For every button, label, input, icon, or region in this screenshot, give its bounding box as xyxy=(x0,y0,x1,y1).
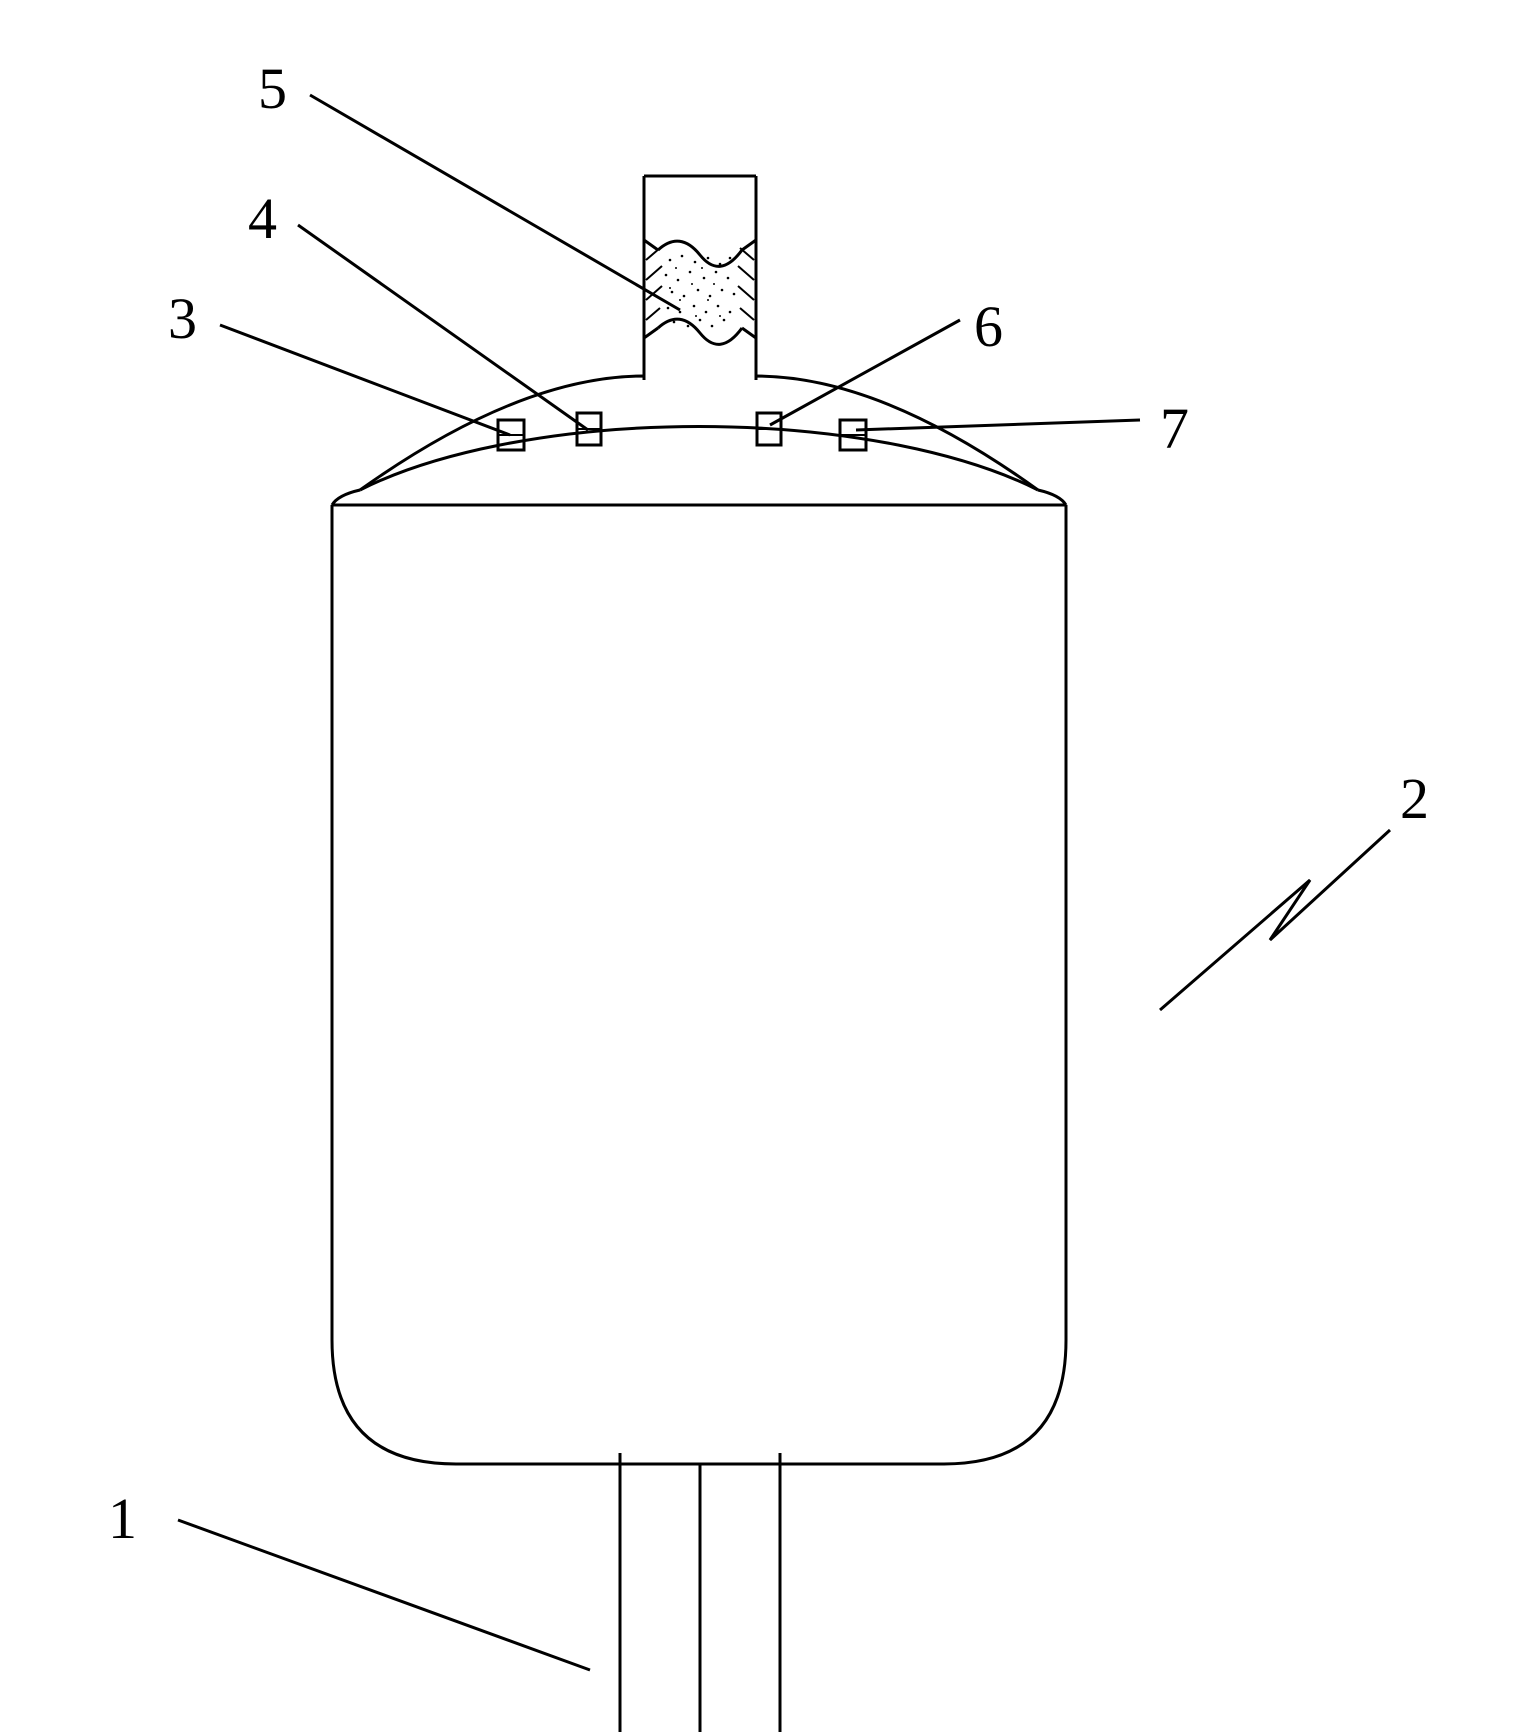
technical-diagram: 1 2 3 4 5 6 7 xyxy=(0,0,1532,1732)
outlet-pipe xyxy=(620,1453,780,1732)
label-2: 2 xyxy=(1400,770,1429,828)
label-5: 5 xyxy=(258,60,287,118)
label-3: 3 xyxy=(168,290,197,348)
label-4: 4 xyxy=(248,190,277,248)
port-7 xyxy=(840,420,866,450)
vessel-body xyxy=(332,505,1066,1464)
inlet-neck xyxy=(644,176,756,380)
port-4 xyxy=(577,413,601,445)
port-6 xyxy=(757,413,781,445)
neck-band xyxy=(332,490,1066,505)
zigzag-marker xyxy=(1160,830,1390,1010)
inlet-internals xyxy=(644,240,756,344)
diagram-svg xyxy=(0,0,1532,1732)
label-6: 6 xyxy=(974,298,1003,356)
label-1: 1 xyxy=(108,1490,137,1548)
label-7: 7 xyxy=(1160,400,1189,458)
vessel-dome xyxy=(360,376,1038,490)
